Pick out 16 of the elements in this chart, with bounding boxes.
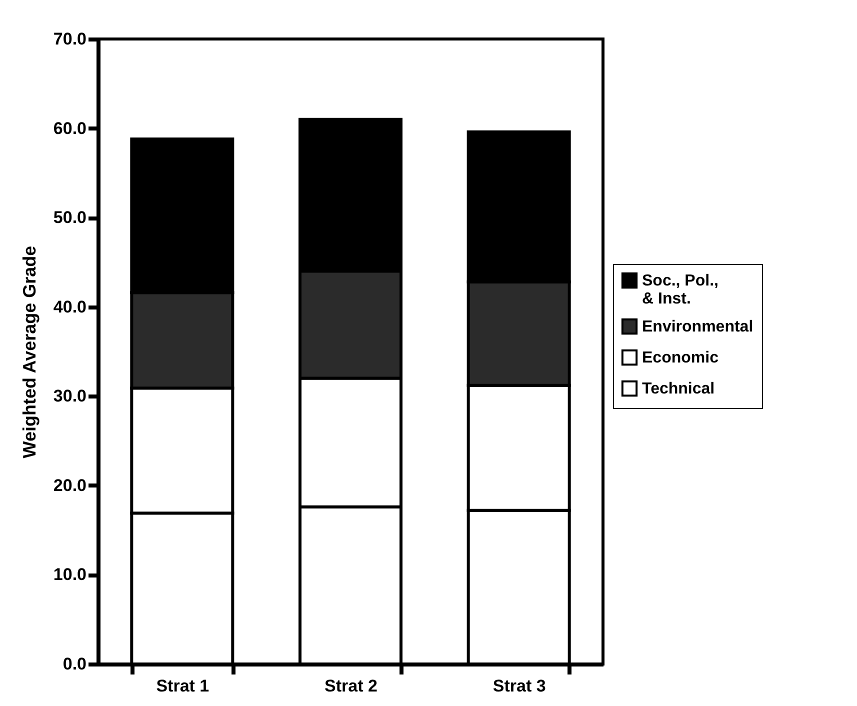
x-tick-label: Strat 3 bbox=[492, 676, 546, 696]
legend-label: Economic bbox=[642, 350, 719, 366]
y-tick-label: 60.0 bbox=[53, 118, 86, 138]
y-axis-title: Weighted Average Grade bbox=[19, 246, 40, 458]
x-tick-label: Strat 2 bbox=[324, 676, 378, 696]
y-tick-label: 10.0 bbox=[53, 565, 86, 584]
y-tick-label: 0.0 bbox=[62, 654, 86, 674]
y-tick-label: 20.0 bbox=[53, 476, 86, 495]
y-tick-label: 40.0 bbox=[53, 297, 86, 316]
legend-label: Technical bbox=[642, 380, 715, 398]
y-tick-label: 30.0 bbox=[53, 386, 86, 406]
legend-label: Soc., Pol., & Inst. bbox=[642, 272, 718, 308]
y-tick-label: 70.0 bbox=[53, 30, 86, 48]
legend-label: Environmental bbox=[642, 318, 754, 336]
y-tick-label: 50.0 bbox=[53, 208, 86, 228]
x-tick-label: Strat 1 bbox=[156, 676, 210, 696]
